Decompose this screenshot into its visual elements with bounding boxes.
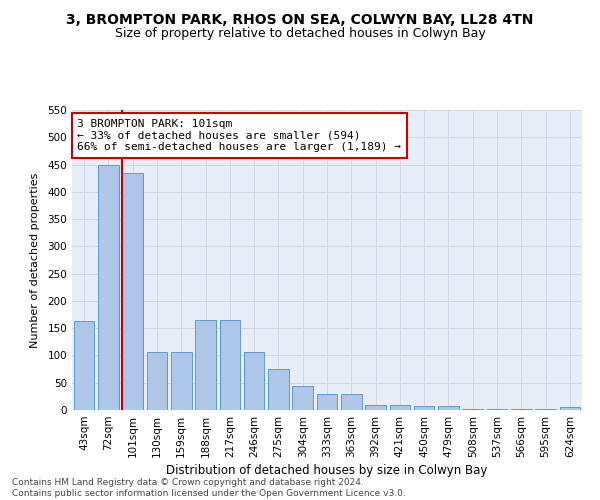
Bar xyxy=(389,404,410,410)
Bar xyxy=(535,409,556,410)
Bar xyxy=(414,406,434,410)
Bar xyxy=(220,320,240,410)
Text: Contains HM Land Registry data © Crown copyright and database right 2024.
Contai: Contains HM Land Registry data © Crown c… xyxy=(12,478,406,498)
Bar xyxy=(268,369,289,410)
Text: Size of property relative to detached houses in Colwyn Bay: Size of property relative to detached ho… xyxy=(115,28,485,40)
Bar xyxy=(195,320,216,410)
Bar xyxy=(438,406,459,410)
Bar xyxy=(171,352,191,410)
Bar xyxy=(487,409,508,410)
Bar xyxy=(146,352,167,410)
Bar xyxy=(511,409,532,410)
Text: 3, BROMPTON PARK, RHOS ON SEA, COLWYN BAY, LL28 4TN: 3, BROMPTON PARK, RHOS ON SEA, COLWYN BA… xyxy=(67,12,533,26)
X-axis label: Distribution of detached houses by size in Colwyn Bay: Distribution of detached houses by size … xyxy=(166,464,488,477)
Bar xyxy=(365,404,386,410)
Y-axis label: Number of detached properties: Number of detached properties xyxy=(31,172,40,348)
Bar xyxy=(74,321,94,410)
Bar xyxy=(560,408,580,410)
Text: 3 BROMPTON PARK: 101sqm
← 33% of detached houses are smaller (594)
66% of semi-d: 3 BROMPTON PARK: 101sqm ← 33% of detache… xyxy=(77,119,401,152)
Bar xyxy=(317,394,337,410)
Bar xyxy=(292,386,313,410)
Bar xyxy=(244,352,265,410)
Bar xyxy=(122,172,143,410)
Bar xyxy=(463,409,483,410)
Bar xyxy=(341,394,362,410)
Bar xyxy=(98,164,119,410)
